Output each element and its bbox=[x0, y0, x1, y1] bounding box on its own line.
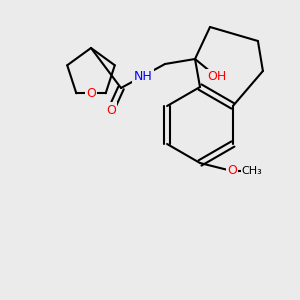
Text: O: O bbox=[227, 164, 237, 178]
Text: O: O bbox=[86, 87, 96, 100]
Text: NH: NH bbox=[134, 70, 152, 83]
Text: OH: OH bbox=[207, 70, 226, 83]
Text: CH₃: CH₃ bbox=[242, 166, 262, 176]
Text: O: O bbox=[106, 103, 116, 116]
